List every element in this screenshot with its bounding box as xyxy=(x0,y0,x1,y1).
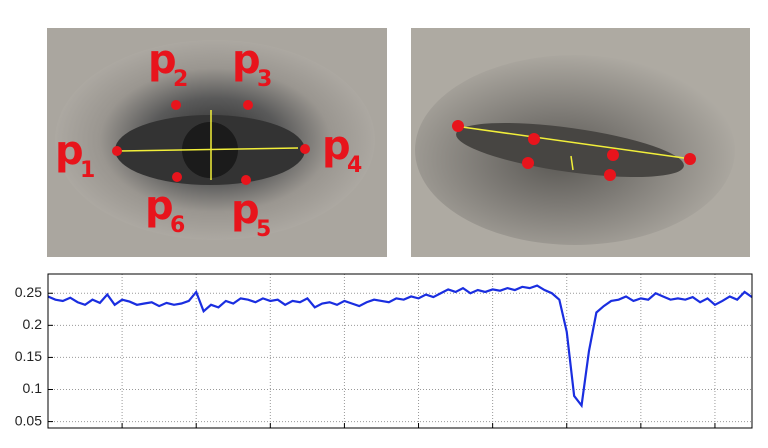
ear-line xyxy=(47,284,753,409)
landmark-index: 4 xyxy=(347,153,362,178)
landmark-index: 2 xyxy=(173,67,188,92)
landmark-index: 1 xyxy=(80,158,95,183)
y-tick-label: 0.05 xyxy=(15,412,42,428)
landmark-index: 6 xyxy=(170,213,185,238)
open-eye-image xyxy=(47,28,387,257)
y-tick-label: 0.1 xyxy=(23,380,43,396)
landmark-letter: p xyxy=(148,37,177,83)
landmark-index: 3 xyxy=(257,67,272,92)
landmark-index: 5 xyxy=(256,217,271,242)
y-tick-label: 0.25 xyxy=(15,284,42,300)
landmark-letter: p xyxy=(145,183,174,229)
landmark-letter: p xyxy=(232,37,261,83)
y-tick-label: 0.15 xyxy=(15,348,42,364)
landmark-letter: p xyxy=(231,187,260,233)
landmark-letter: p xyxy=(322,123,351,169)
y-tick-label: 0.2 xyxy=(23,316,43,332)
plot-frame xyxy=(47,273,753,429)
ear-chart: 0.05 0.1 0.15 0.2 0.25 xyxy=(15,274,753,428)
plot-area xyxy=(48,274,752,428)
closed-eye-image xyxy=(411,28,750,257)
landmark-letter: p xyxy=(55,128,84,174)
